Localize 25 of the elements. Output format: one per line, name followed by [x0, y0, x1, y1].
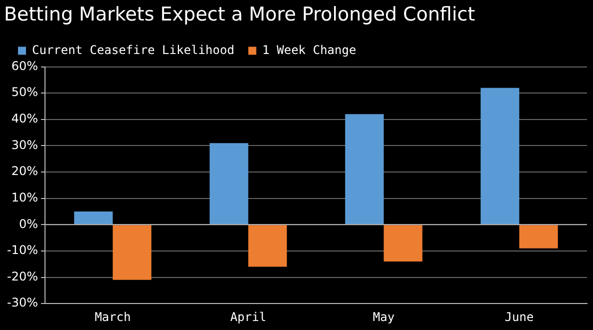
- bar: [74, 212, 113, 224]
- x-tick-label: May: [372, 310, 395, 324]
- bar: [519, 225, 558, 248]
- y-tick-label: 0%: [18, 216, 38, 231]
- y-tick-label: 40%: [11, 112, 38, 126]
- y-tick-label: 10%: [11, 190, 38, 204]
- y-tick-label: -30%: [6, 296, 38, 310]
- bar: [384, 225, 422, 262]
- y-tick-label: 30%: [11, 138, 38, 152]
- y-tick-label: -10%: [6, 243, 38, 258]
- bar: [345, 114, 384, 224]
- legend-label: 1 Week Change: [262, 42, 356, 57]
- y-tick-label: 50%: [11, 85, 38, 100]
- bar: [112, 225, 152, 280]
- y-tick-label: 20%: [11, 164, 38, 178]
- bar: [210, 143, 248, 224]
- bar: [480, 88, 520, 224]
- x-tick-label: April: [230, 310, 266, 324]
- y-tick-label: -20%: [6, 269, 38, 284]
- y-tick-label: 60%: [11, 58, 38, 73]
- x-tick-label: June: [504, 310, 534, 324]
- x-tick-label: March: [94, 310, 131, 324]
- bar: [248, 225, 287, 267]
- legend-label: Current Ceasefire Likelihood: [32, 42, 234, 57]
- chart-title: Betting Markets Expect a More Prolonged Conflict: [4, 3, 476, 26]
